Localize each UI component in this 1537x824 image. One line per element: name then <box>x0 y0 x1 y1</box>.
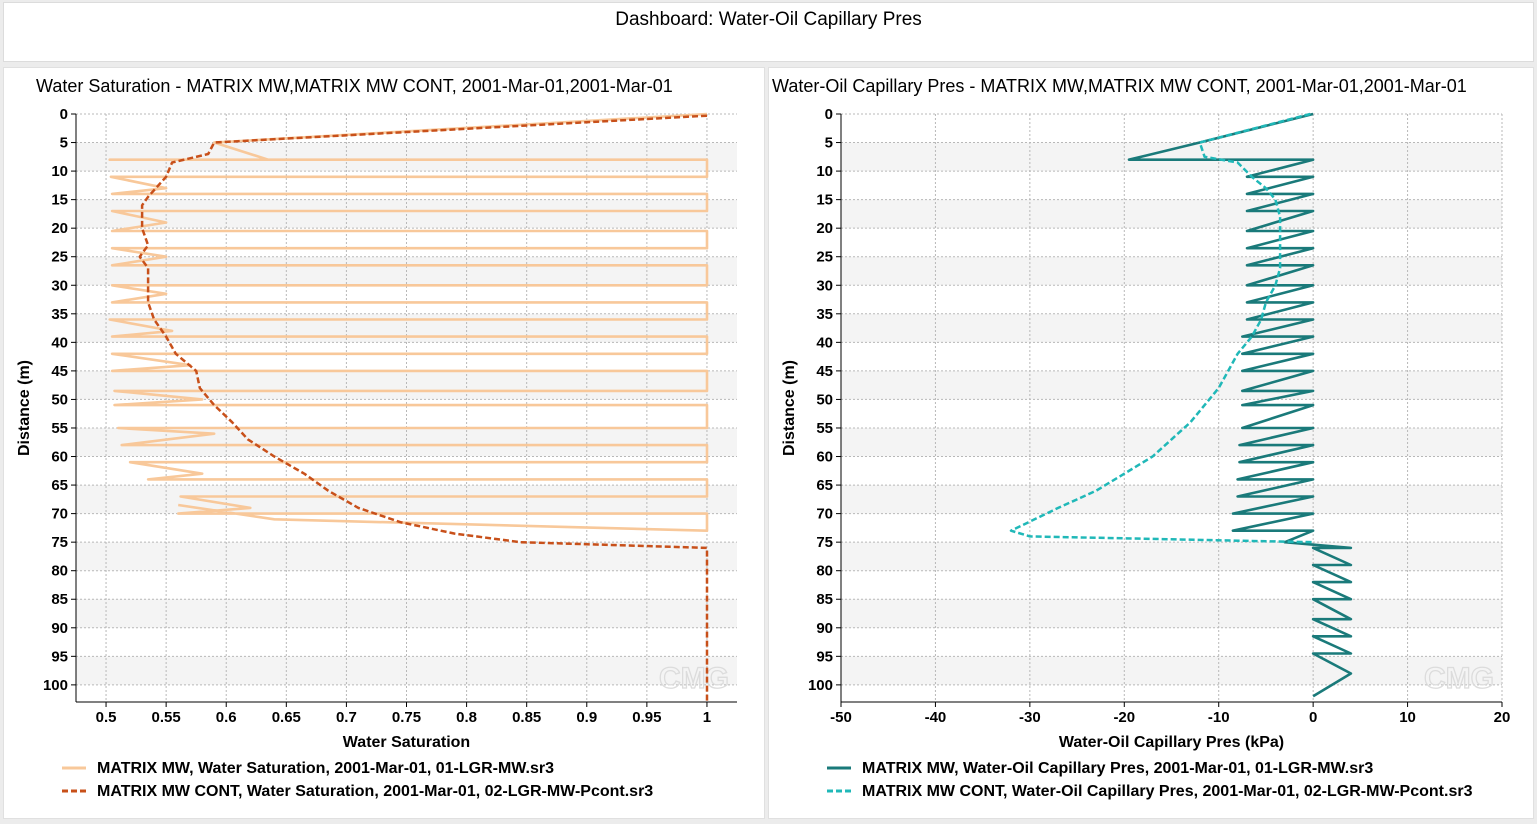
capillary-pressure-chart: Water-Oil Capillary Pres - MATRIX MW,MAT… <box>772 76 1511 800</box>
y-tick-label: 95 <box>51 648 68 665</box>
y-tick-label: 100 <box>808 677 833 694</box>
y-tick-label: 25 <box>816 249 833 266</box>
band <box>841 199 1502 229</box>
x-tick-label: 1 <box>703 709 711 726</box>
y-tick-label: 25 <box>51 249 68 266</box>
y-tick-label: 80 <box>816 563 833 580</box>
legend-label-2: MATRIX MW CONT, Water-Oil Capillary Pres… <box>862 783 1473 800</box>
y-tick-label: 50 <box>816 391 833 408</box>
y-tick-label: 85 <box>51 591 68 608</box>
y-tick-label: 85 <box>816 591 833 608</box>
series-line-2 <box>1009 112 1314 544</box>
y-tick-label: 95 <box>816 648 833 665</box>
band <box>841 656 1502 685</box>
band <box>841 313 1502 343</box>
y-tick-label: 45 <box>51 363 68 380</box>
dashboard-title: Dashboard: Water-Oil Capillary Pres <box>615 9 922 30</box>
x-tick-label: -30 <box>1019 709 1041 726</box>
chart-panel-capillary-pressure[interactable]: Water-Oil Capillary Pres - MATRIX MW,MAT… <box>768 67 1534 819</box>
x-tick-label: 0.85 <box>512 709 541 726</box>
legend-label-1: MATRIX MW, Water Saturation, 2001-Mar-01… <box>97 760 554 777</box>
band <box>841 599 1502 628</box>
legend-label-1: MATRIX MW, Water-Oil Capillary Pres, 200… <box>862 760 1373 777</box>
y-tick-label: 60 <box>51 449 68 466</box>
y-tick-label: 55 <box>816 420 833 437</box>
y-tick-label: 100 <box>43 677 68 694</box>
y-tick-label: 35 <box>51 306 68 323</box>
water-saturation-chart: Water Saturation - MATRIX MW,MATRIX MW C… <box>16 76 737 800</box>
y-tick-label: 55 <box>51 420 68 437</box>
y-tick-label: 75 <box>51 534 68 551</box>
band <box>841 142 1502 172</box>
y-tick-label: 20 <box>816 220 833 237</box>
y-tick-label: 65 <box>816 477 833 494</box>
x-axis-label: Water Saturation <box>343 734 470 751</box>
x-tick-label: 10 <box>1399 709 1416 726</box>
chart-title: Water Saturation - MATRIX MW,MATRIX MW C… <box>36 76 673 96</box>
y-tick-label: 35 <box>816 306 833 323</box>
band <box>841 370 1502 400</box>
x-tick-label: -10 <box>1208 709 1230 726</box>
cmg-watermark: CMG <box>659 662 729 695</box>
y-tick-label: 70 <box>816 506 833 523</box>
y-tick-label: 0 <box>60 106 68 123</box>
y-tick-label: 90 <box>816 620 833 637</box>
y-tick-label: 30 <box>51 277 68 294</box>
y-tick-label: 90 <box>51 620 68 637</box>
y-tick-label: 20 <box>51 220 68 237</box>
x-tick-label: 20 <box>1494 709 1511 726</box>
y-tick-label: 10 <box>51 163 68 180</box>
y-tick-label: 45 <box>816 363 833 380</box>
x-tick-label: -20 <box>1113 709 1135 726</box>
series-line-1 <box>1127 112 1353 698</box>
dashboard-header: Dashboard: Water-Oil Capillary Pres <box>3 2 1534 62</box>
series-line-1 <box>108 112 709 532</box>
y-tick-label: 5 <box>60 135 68 152</box>
x-tick-label: -40 <box>925 709 947 726</box>
band <box>841 427 1502 457</box>
y-tick-label: 60 <box>816 449 833 466</box>
band <box>841 485 1502 514</box>
x-axis-label: Water-Oil Capillary Pres (kPa) <box>1059 734 1284 751</box>
chart-panel-water-saturation[interactable]: Water Saturation - MATRIX MW,MATRIX MW C… <box>3 67 765 819</box>
cmg-watermark: CMG <box>1424 662 1494 695</box>
x-tick-label: -50 <box>830 709 852 726</box>
band <box>841 256 1502 286</box>
y-tick-label: 80 <box>51 563 68 580</box>
y-tick-label: 70 <box>51 506 68 523</box>
x-tick-label: 0.95 <box>632 709 661 726</box>
x-tick-label: 0.55 <box>152 709 181 726</box>
chart-title: Water-Oil Capillary Pres - MATRIX MW,MAT… <box>772 76 1467 96</box>
y-tick-label: 75 <box>816 534 833 551</box>
x-tick-label: 0.7 <box>336 709 357 726</box>
y-tick-label: 10 <box>816 163 833 180</box>
y-tick-label: 65 <box>51 477 68 494</box>
y-axis-label: Distance (m) <box>781 360 798 456</box>
y-tick-label: 50 <box>51 391 68 408</box>
x-tick-label: 0.5 <box>96 709 117 726</box>
x-tick-label: 0.8 <box>456 709 477 726</box>
band <box>841 542 1502 571</box>
x-tick-label: 0.65 <box>272 709 301 726</box>
x-tick-label: 0.9 <box>576 709 597 726</box>
y-tick-label: 15 <box>816 192 833 209</box>
y-tick-label: 40 <box>816 334 833 351</box>
y-tick-label: 15 <box>51 192 68 209</box>
x-tick-label: 0.6 <box>216 709 237 726</box>
y-tick-label: 0 <box>825 106 833 123</box>
series-line-2 <box>138 114 709 702</box>
y-axis-label: Distance (m) <box>16 360 33 456</box>
y-tick-label: 40 <box>51 334 68 351</box>
x-tick-label: 0.75 <box>392 709 421 726</box>
x-tick-label: 0 <box>1309 709 1317 726</box>
y-tick-label: 30 <box>816 277 833 294</box>
legend-label-2: MATRIX MW CONT, Water Saturation, 2001-M… <box>97 783 653 800</box>
y-tick-label: 5 <box>825 135 833 152</box>
